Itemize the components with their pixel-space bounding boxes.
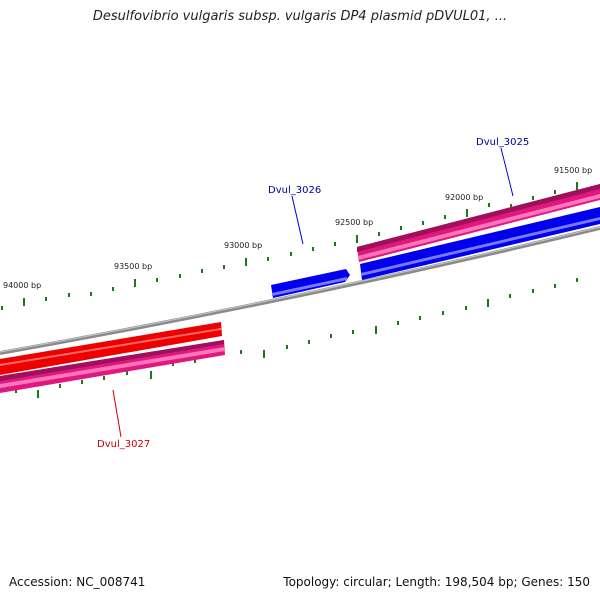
cds-feature-dvul-3025-highlight — [361, 217, 600, 276]
genome-backbone — [0, 226, 600, 355]
gene-label-dvul-3025[interactable]: Dvul_3025 — [476, 137, 529, 148]
ruler-label: 94000 bp — [3, 281, 41, 290]
gene-label-dvul-3026[interactable]: Dvul_3026 — [268, 185, 321, 196]
ruler-label: 92000 bp — [445, 193, 483, 202]
cds-feature-dvul-3026-highlight — [272, 277, 347, 296]
label-leader-dvul-3027 — [112, 389, 122, 438]
label-leader-dvul-3026 — [291, 195, 304, 245]
ruler-label: 91500 bp — [554, 166, 592, 175]
gene-feature-dvul-3027-highlight — [0, 347, 225, 388]
accession-text: Accession: NC_008741 — [9, 575, 146, 589]
cds-feature-dvul-3027-highlight — [0, 328, 221, 366]
gene-feature-dvul-3025-highlight — [358, 194, 600, 260]
map-title: Desulfovibrio vulgaris subsp. vulgaris D… — [92, 9, 508, 24]
cds-feature-dvul-3027[interactable] — [0, 322, 222, 375]
gene-feature-dvul-3027-shade — [0, 340, 224, 381]
gene-label-dvul-3027[interactable]: Dvul_3027 — [97, 439, 150, 450]
ruler-label: 93500 bp — [114, 262, 152, 271]
ruler-label: 92500 bp — [335, 218, 373, 227]
gene-feature-dvul-3025-shade — [357, 184, 600, 252]
ruler-label: 93000 bp — [224, 241, 262, 250]
outer-tick-marks — [1, 182, 578, 310]
genome-stats-text: Topology: circular; Length: 198,504 bp; … — [283, 575, 590, 589]
label-leader-dvul-3025 — [500, 147, 514, 197]
genome-backbone-highlight — [0, 226, 600, 353]
